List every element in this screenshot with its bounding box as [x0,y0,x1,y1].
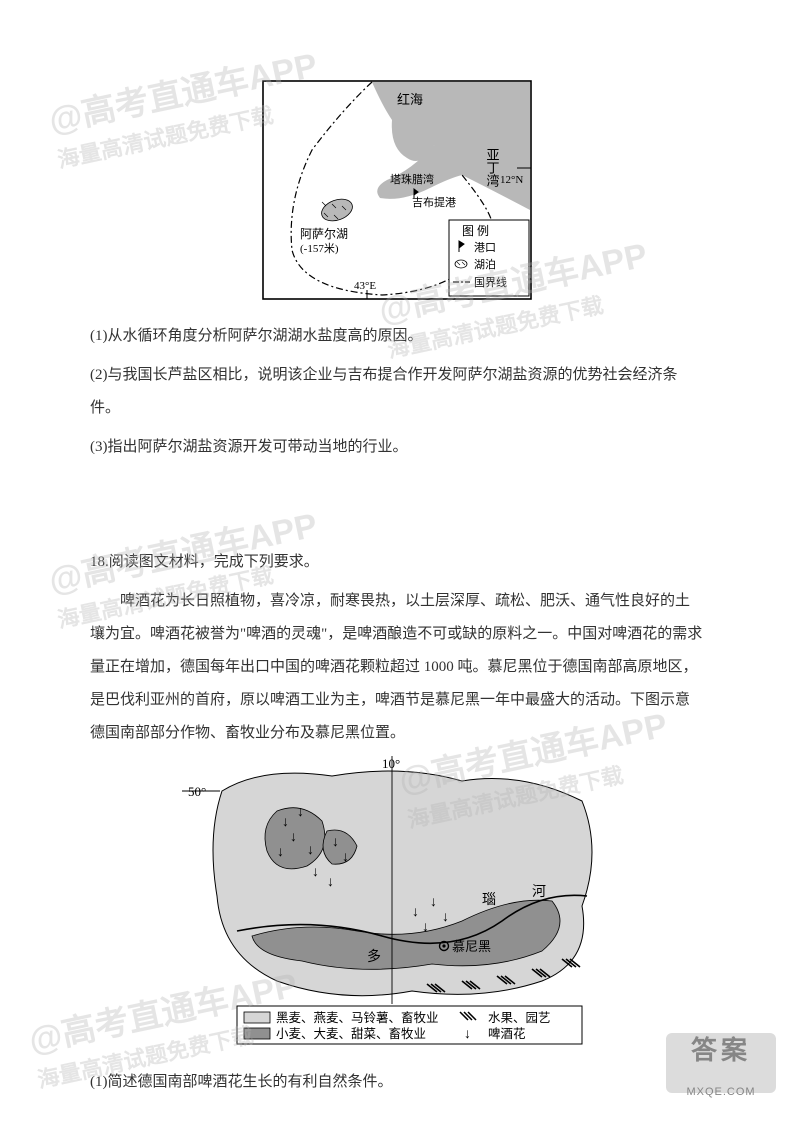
q18-sub1: (1)简述德国南部啤酒花生长的有利自然条件。 [90,1066,704,1099]
svg-text:↓: ↓ [307,843,314,858]
river-duo: 多 [367,948,381,965]
svg-text:↓: ↓ [412,905,419,920]
svg-text:↓: ↓ [277,845,284,860]
label-aden: 亚丁湾 [485,148,500,187]
q17-sub2: (2)与我国长芦盐区相比，说明该企业与吉布提合作开发阿萨尔湖盐资源的优势社会经济… [90,359,704,425]
answer-badge: 答案 MXQE.COM [666,1033,776,1093]
legend-port: 港口 [474,241,496,254]
label-assal: 阿萨尔湖 [300,226,348,241]
label-red-sea: 红海 [397,92,423,107]
map-djibouti: 红海 亚丁湾 12°N 塔珠腊湾 吉布提港 阿萨尔湖 (-157米) 43°E … [262,80,532,300]
map-germany-south: 10° 50° 多 瑙 河 慕尼黑 ↓↓↓ ↓↓ ↓↓ ↓↓ ↓↓ ↓↓ 黑麦、… [182,756,612,1046]
svg-text:↓: ↓ [297,805,304,820]
legend-border: 国界线 [474,275,507,289]
svg-text:↓: ↓ [430,895,437,910]
q17-sub3: (3)指出阿萨尔湖盐资源开发可带动当地的行业。 [90,431,704,464]
label-djibouti: 吉布提港 [412,196,456,209]
legend-lake: 湖泊 [474,258,496,271]
q17-sub1: (1)从水循环角度分析阿萨尔湖湖水盐度高的原因。 [90,320,704,353]
svg-text:↓: ↓ [327,875,334,890]
svg-text:↓: ↓ [442,910,449,925]
badge-main: 答案 [691,1022,751,1079]
legend-light: 黑麦、燕麦、马铃薯、畜牧业 [276,1010,439,1025]
svg-text:↓: ↓ [312,865,319,880]
legend-title: 图 例 [462,224,489,238]
svg-text:↓: ↓ [332,835,339,850]
label-tazhura: 塔珠腊湾 [390,172,434,186]
svg-text:↓: ↓ [342,850,349,865]
badge-sub: MXQE.COM [686,1080,755,1104]
svg-text:↓: ↓ [282,815,289,830]
q18-title: 18.阅读图文材料，完成下列要求。 [90,546,704,579]
label-assal-elev: (-157米) [300,242,339,255]
river-he: 河 [532,884,546,900]
river-nao: 瑙 [482,892,496,908]
label-lon-10: 10° [382,756,400,771]
svg-text:↓: ↓ [290,830,297,845]
label-munich: 慕尼黑 [452,939,491,954]
legend-dark: 小麦、大麦、甜菜、畜牧业 [276,1026,426,1041]
label-lat-50: 50° [188,784,206,799]
label-lon: 43°E [354,280,376,292]
legend-hops: 啤酒花 [488,1026,526,1041]
q18-paragraph: 啤酒花为长日照植物，喜冷凉，耐寒畏热，以土层深厚、疏松、肥沃、通气性良好的土壤为… [90,585,704,750]
label-lat: 12°N [500,174,523,186]
svg-text:↓: ↓ [422,920,429,935]
svg-text:↓: ↓ [464,1027,471,1042]
legend-fruit: 水果、园艺 [488,1011,551,1025]
